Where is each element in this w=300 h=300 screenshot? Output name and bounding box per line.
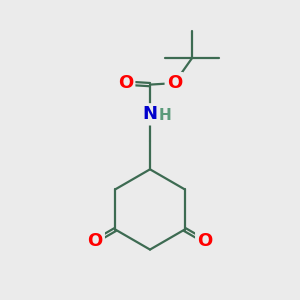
Text: O: O (167, 74, 182, 92)
Text: O: O (197, 232, 212, 250)
Text: O: O (118, 74, 133, 92)
Text: H: H (159, 108, 172, 123)
Text: O: O (88, 232, 103, 250)
Text: N: N (142, 105, 158, 123)
